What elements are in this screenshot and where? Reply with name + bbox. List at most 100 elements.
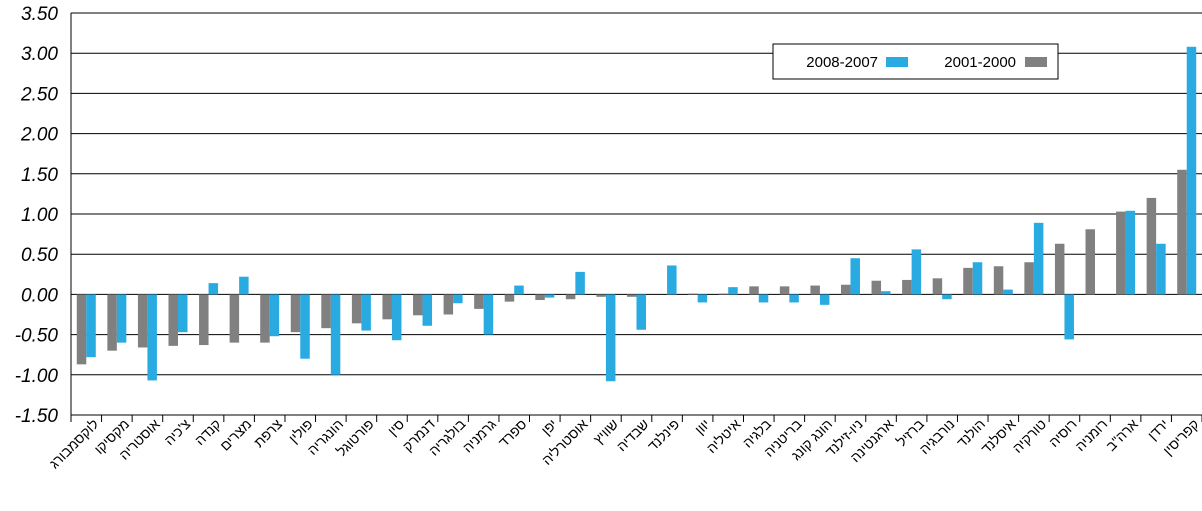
bar-2008-2007-35	[1156, 244, 1166, 295]
legend-swatch-2008-2007	[886, 57, 908, 67]
bar-2001-2000-34	[1116, 212, 1126, 295]
bar-2008-2007-29	[973, 262, 983, 294]
bar-2008-2007-26	[881, 291, 891, 294]
bar-2008-2007-23	[789, 294, 799, 302]
bar-2001-2000-8	[321, 294, 331, 328]
x-axis-ticks: לוקסמבורגמקסיקואוסטריהצ'כיהקנדהמצריםצרפת…	[46, 415, 1202, 471]
bar-2008-2007-0	[86, 294, 96, 357]
bar-2008-2007-32	[1064, 294, 1074, 339]
x-tick-label: ספרד	[495, 416, 530, 451]
bar-2001-2000-18	[627, 294, 637, 296]
y-axis-ticks: 3.503.002.502.001.501.000.500.00-0.50-1.…	[15, 4, 59, 427]
y-tick-label: 0.50	[21, 245, 58, 266]
bar-2001-2000-36	[1177, 170, 1187, 295]
bar-2008-2007-2	[147, 294, 157, 380]
bar-2001-2000-4	[199, 294, 209, 345]
bar-2001-2000-28	[933, 278, 943, 294]
bar-2001-2000-5	[230, 294, 240, 342]
bar-2001-2000-17	[596, 294, 606, 296]
y-tick-label: 2.00	[20, 125, 58, 146]
bar-2008-2007-5	[239, 277, 249, 295]
bar-2008-2007-27	[912, 249, 922, 294]
bar-2008-2007-19	[667, 265, 677, 294]
bar-2001-2000-33	[1086, 229, 1096, 294]
bar-2008-2007-22	[759, 294, 769, 302]
bar-2008-2007-4	[209, 283, 219, 294]
bar-2008-2007-36	[1187, 47, 1197, 295]
legend-label-2008-2007: 2008-2007	[806, 54, 878, 71]
bar-2001-2000-32	[1055, 244, 1065, 295]
bar-2001-2000-1	[107, 294, 117, 350]
bar-2001-2000-26	[872, 281, 882, 295]
bar-2001-2000-24	[810, 286, 820, 295]
x-tick-label: סין	[384, 416, 407, 439]
bar-2001-2000-2	[138, 294, 148, 347]
legend-swatch-2001-2000	[1025, 57, 1047, 67]
bar-2001-2000-16	[566, 294, 576, 299]
bar-2001-2000-7	[291, 294, 301, 332]
bar-2001-2000-31	[1024, 262, 1034, 294]
bar-2001-2000-13	[474, 294, 484, 308]
bar-2001-2000-6	[260, 294, 270, 342]
bar-2001-2000-10	[382, 294, 392, 319]
bar-2001-2000-22	[749, 286, 759, 294]
x-tick-label: נורבגיה	[916, 416, 957, 457]
bar-2008-2007-18	[637, 294, 647, 329]
bar-2008-2007-28	[942, 294, 952, 299]
bar-2008-2007-34	[1126, 211, 1136, 295]
bar-2008-2007-10	[392, 294, 402, 340]
legend-label-2001-2000: 2001-2000	[944, 54, 1016, 71]
bar-2008-2007-17	[606, 294, 616, 381]
bar-2008-2007-21	[728, 287, 738, 294]
bar-2001-2000-21	[719, 294, 729, 295]
y-tick-label: -1.50	[15, 406, 59, 427]
bar-2001-2000-27	[902, 280, 912, 294]
bar-2001-2000-20	[688, 294, 698, 295]
x-tick-label: צ'כיה	[161, 416, 194, 449]
bar-2008-2007-11	[423, 294, 433, 325]
y-tick-label: 1.00	[21, 205, 58, 226]
bar-2008-2007-9	[361, 294, 371, 330]
bar-2001-2000-29	[963, 268, 973, 295]
bar-2001-2000-30	[994, 266, 1004, 294]
bar-2001-2000-35	[1147, 198, 1157, 294]
bar-2008-2007-1	[117, 294, 127, 342]
x-tick-label: רומניה	[1072, 416, 1110, 454]
legend: 2008-2007 2001-2000	[773, 44, 1058, 79]
x-tick-label: איסלנד	[978, 416, 1019, 457]
bar-2008-2007-31	[1034, 223, 1044, 295]
x-tick-label: שבדיה	[613, 416, 652, 455]
bar-2008-2007-3	[178, 294, 188, 332]
x-tick-label: גרמניה	[459, 416, 499, 456]
bar-2001-2000-12	[444, 294, 454, 314]
x-tick-label: מצרים	[217, 416, 255, 454]
bar-2001-2000-0	[77, 294, 87, 364]
y-tick-label: 1.50	[21, 165, 58, 186]
x-tick-label: יוון	[691, 416, 713, 438]
x-tick-label: פינלנד	[644, 416, 682, 454]
bar-2008-2007-20	[698, 294, 708, 302]
bar-2008-2007-25	[850, 258, 860, 294]
bar-2008-2007-14	[514, 286, 524, 295]
y-tick-label: 3.00	[21, 44, 58, 65]
x-tick-label: טורקיה	[1009, 416, 1049, 456]
y-tick-label: -1.00	[15, 366, 59, 387]
bar-2001-2000-15	[535, 294, 545, 300]
bar-2008-2007-16	[575, 272, 585, 295]
bar-2008-2007-12	[453, 294, 463, 303]
bar-2008-2007-6	[270, 294, 280, 336]
bar-2008-2007-8	[331, 294, 341, 374]
x-tick-label: ארה"ב	[1103, 416, 1141, 454]
x-tick-label: צרפת	[251, 416, 286, 451]
y-tick-label: 0.00	[21, 285, 58, 306]
bar-2008-2007-15	[545, 294, 555, 297]
bar-2008-2007-24	[820, 294, 830, 304]
bar-2001-2000-3	[168, 294, 178, 345]
bar-2008-2007-30	[1003, 290, 1013, 295]
bar-2001-2000-11	[413, 294, 423, 315]
y-tick-label: 3.50	[21, 4, 58, 25]
bar-2001-2000-14	[505, 294, 514, 301]
bar-2001-2000-25	[841, 285, 851, 295]
